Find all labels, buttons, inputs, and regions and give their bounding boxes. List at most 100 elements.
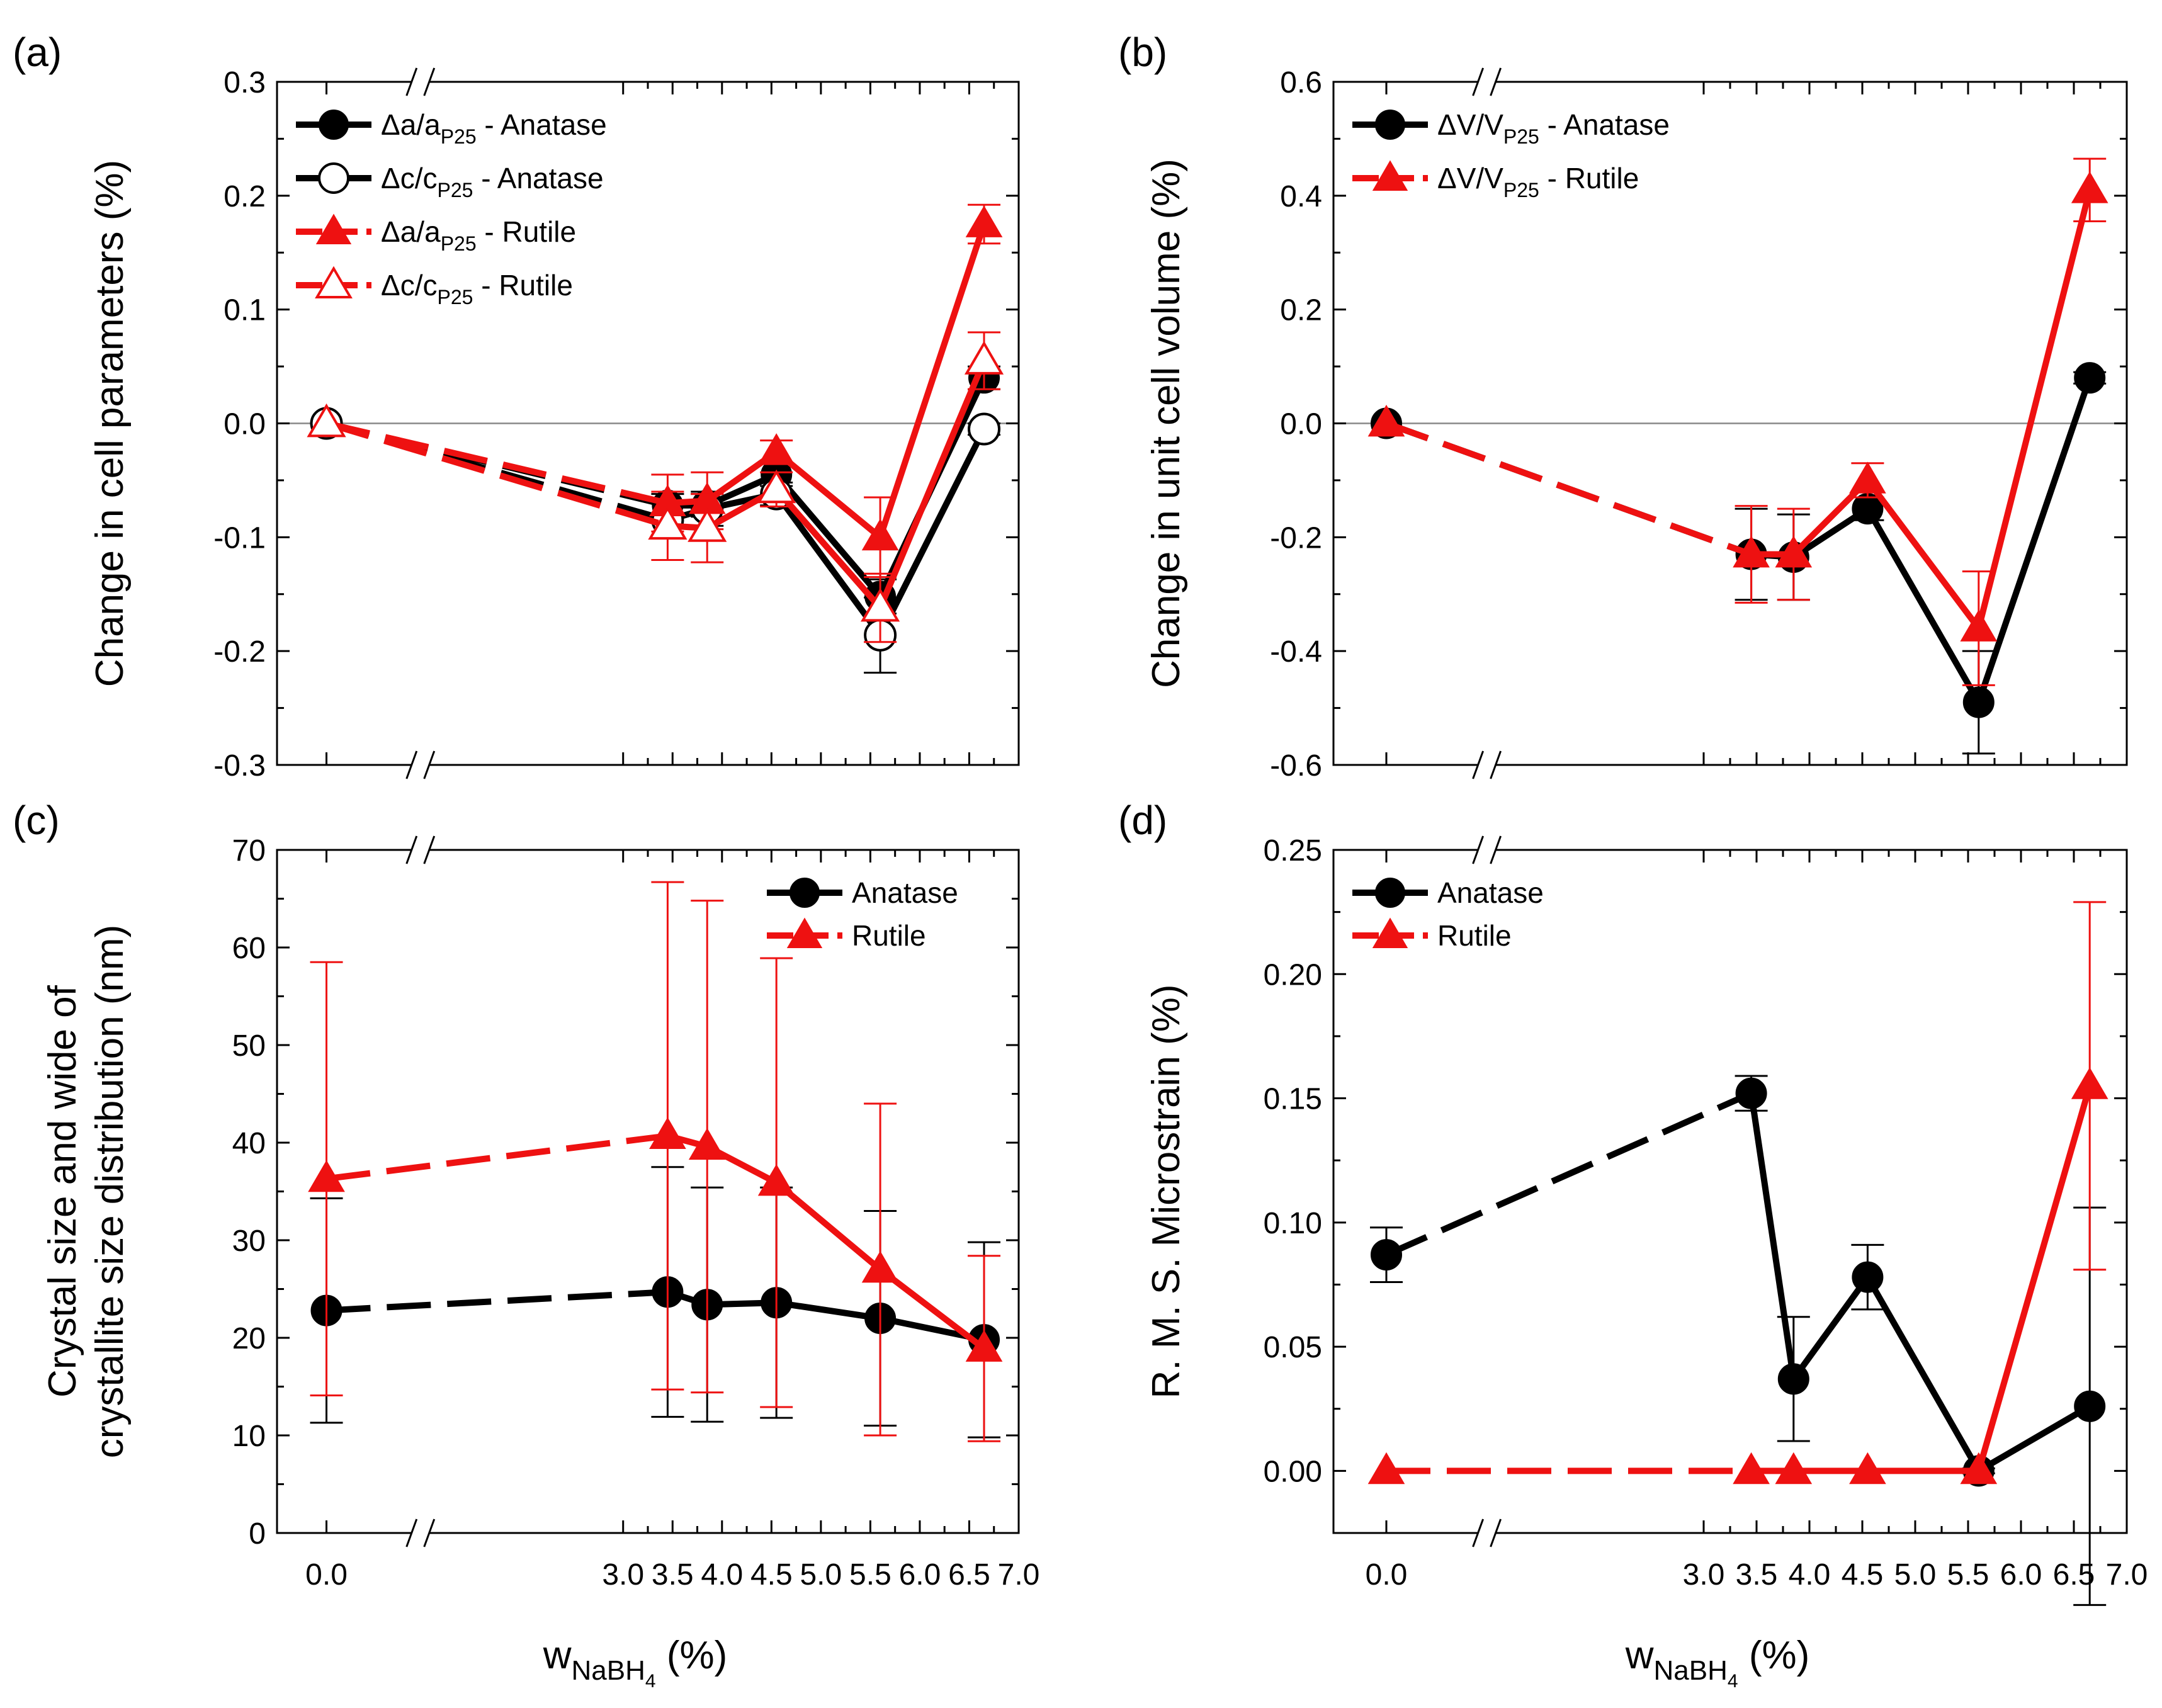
data-point bbox=[307, 403, 346, 438]
data-point bbox=[965, 205, 1003, 237]
data-point bbox=[1849, 461, 1886, 494]
x-tick-label: 5.5 bbox=[849, 1558, 891, 1592]
legend-label: Δa/aP25 - Rutile bbox=[381, 215, 576, 255]
y-tick-label: 0.20 bbox=[1264, 958, 1322, 992]
data-point bbox=[1775, 535, 1813, 568]
plot-frame-d bbox=[1332, 849, 2128, 1534]
axis-break-mask bbox=[1478, 79, 1496, 84]
series-a-3 bbox=[307, 331, 1004, 643]
series-line-dashed bbox=[325, 420, 669, 506]
legend-label: Anatase bbox=[1437, 876, 1544, 909]
axis-break-mask bbox=[411, 847, 429, 852]
data-point bbox=[861, 518, 899, 551]
x-tick-label: 3.5 bbox=[652, 1558, 694, 1592]
x-tick-label: 6.0 bbox=[899, 1558, 941, 1592]
legend-label-suffix: - Rutile bbox=[477, 215, 576, 248]
legend-label-sub: P25 bbox=[441, 232, 477, 255]
x-axis-label-unit: (%) bbox=[1738, 1634, 1810, 1677]
data-point bbox=[1735, 1077, 1767, 1109]
series-line-dashed bbox=[325, 1133, 669, 1182]
legend-label-suffix: - Rutile bbox=[473, 269, 572, 302]
data-point bbox=[688, 1128, 726, 1160]
series-line bbox=[1748, 1092, 2091, 1474]
panel-label-a: (a) bbox=[13, 30, 62, 75]
data-point bbox=[757, 469, 796, 504]
legend-label: ΔV/VP25 - Rutile bbox=[1437, 162, 1639, 201]
legend-marker bbox=[1372, 917, 1408, 949]
y-tick-label: 0.3 bbox=[224, 66, 266, 99]
data-point bbox=[1777, 1363, 1809, 1395]
legend-marker bbox=[318, 162, 349, 194]
y-tick-label: 0.15 bbox=[1264, 1083, 1322, 1116]
panel-label-c: (c) bbox=[13, 798, 60, 843]
data-point bbox=[1775, 1452, 1813, 1485]
y-tick-label: -0.3 bbox=[213, 749, 266, 783]
axis-break-mark bbox=[423, 1519, 436, 1547]
y-axis-label-line2: crystallite size distribution (nm) bbox=[88, 925, 132, 1459]
series-c-0 bbox=[310, 1166, 1001, 1439]
x-tick-label: 0.0 bbox=[305, 1558, 348, 1592]
data-point bbox=[861, 587, 900, 622]
data-point bbox=[1960, 1452, 1998, 1485]
x-tick-label: 5.0 bbox=[1894, 1558, 1937, 1592]
legend-marker bbox=[1372, 160, 1408, 191]
legend-label-name: Anatase bbox=[852, 876, 958, 909]
legend-label: Rutile bbox=[852, 919, 926, 952]
x-tick-label: 3.5 bbox=[1736, 1558, 1778, 1592]
legend-label-name: Δc/c bbox=[381, 269, 438, 302]
series-line-dashed bbox=[325, 420, 669, 524]
series-line-dashed bbox=[325, 420, 669, 529]
panel-b: (b) -0.6 -0.4 -0.2 0.0 0.2 0.4 0.6 Change in uni… bbox=[1118, 30, 2128, 783]
y-axis-label: Change in unit cell volume (%) bbox=[1145, 159, 1188, 688]
x-axis-label-subsub: 4 bbox=[1728, 1671, 1738, 1692]
axis-break-mark bbox=[1490, 1519, 1502, 1547]
y-tick-label: 70 bbox=[232, 834, 266, 868]
data-point bbox=[2074, 362, 2106, 394]
axis-break-mark bbox=[1472, 835, 1485, 864]
x-tick-label: 7.0 bbox=[998, 1558, 1040, 1592]
x-axis-label-main: w bbox=[543, 1634, 572, 1677]
y-tick-label: 0.6 bbox=[1280, 66, 1322, 99]
data-point bbox=[968, 412, 1001, 446]
x-tick-label: 0.0 bbox=[1366, 1558, 1408, 1592]
legend-label: Anatase bbox=[852, 876, 958, 909]
legend-marker bbox=[1375, 110, 1405, 140]
data-point bbox=[1849, 1452, 1886, 1485]
series-line bbox=[667, 223, 987, 541]
series-line-dashed bbox=[326, 1289, 668, 1314]
legend-label-name: ΔV/V bbox=[1437, 108, 1503, 141]
y-tick-label: 10 bbox=[232, 1420, 266, 1453]
data-point bbox=[1852, 1261, 1884, 1293]
panel-d: (d) 0.00 0.05 0.10 0.15 0.20 0.25 0.0 3.0 3.5 4.0 4… bbox=[1118, 798, 2148, 1692]
series-line-dashed bbox=[1384, 1090, 1753, 1258]
data-point bbox=[308, 1160, 345, 1192]
axis-break-mark bbox=[1472, 1519, 1485, 1547]
data-point bbox=[2074, 1390, 2106, 1422]
y-tick-label: -0.4 bbox=[1270, 635, 1322, 669]
panel-label-b: (b) bbox=[1118, 30, 1167, 75]
axis-break-mark bbox=[423, 67, 436, 96]
y-axis-label-line1: Crystal size and wide of bbox=[41, 985, 84, 1397]
x-axis-label: wNaBH4 (%) bbox=[1625, 1634, 1810, 1692]
axis-break-mark bbox=[423, 750, 436, 779]
x-tick-label: 4.0 bbox=[1789, 1558, 1831, 1592]
legend-label-suffix: - Rutile bbox=[1539, 162, 1639, 195]
panel-label-d: (d) bbox=[1118, 798, 1167, 843]
y-tick-label: -0.2 bbox=[1270, 521, 1322, 555]
legend-label-sub: P25 bbox=[1503, 179, 1539, 201]
y-tick-label: -0.6 bbox=[1270, 749, 1322, 783]
data-point bbox=[1960, 609, 1998, 642]
axis-break-mark bbox=[1472, 67, 1485, 96]
series-line bbox=[1751, 376, 2093, 706]
plot-frame-c bbox=[276, 849, 1020, 1534]
legend-d: Anatase Rutile bbox=[1352, 876, 1544, 952]
y-tick-label: 0.1 bbox=[224, 294, 266, 327]
y-tick-label: 50 bbox=[232, 1029, 266, 1063]
x-axis-label-sub: NaBH bbox=[1654, 1655, 1728, 1686]
series-line bbox=[1751, 1085, 2093, 1474]
y-axis-label: Change in cell parameters (%) bbox=[88, 160, 132, 687]
data-point bbox=[1962, 686, 1995, 718]
series-d-1 bbox=[1367, 901, 2108, 1485]
panel-a: (a) -0.3 -0.2 -0.1 0.0 0.1 0.2 0.3 Change in cel… bbox=[13, 30, 1020, 783]
data-point bbox=[1367, 404, 1405, 437]
